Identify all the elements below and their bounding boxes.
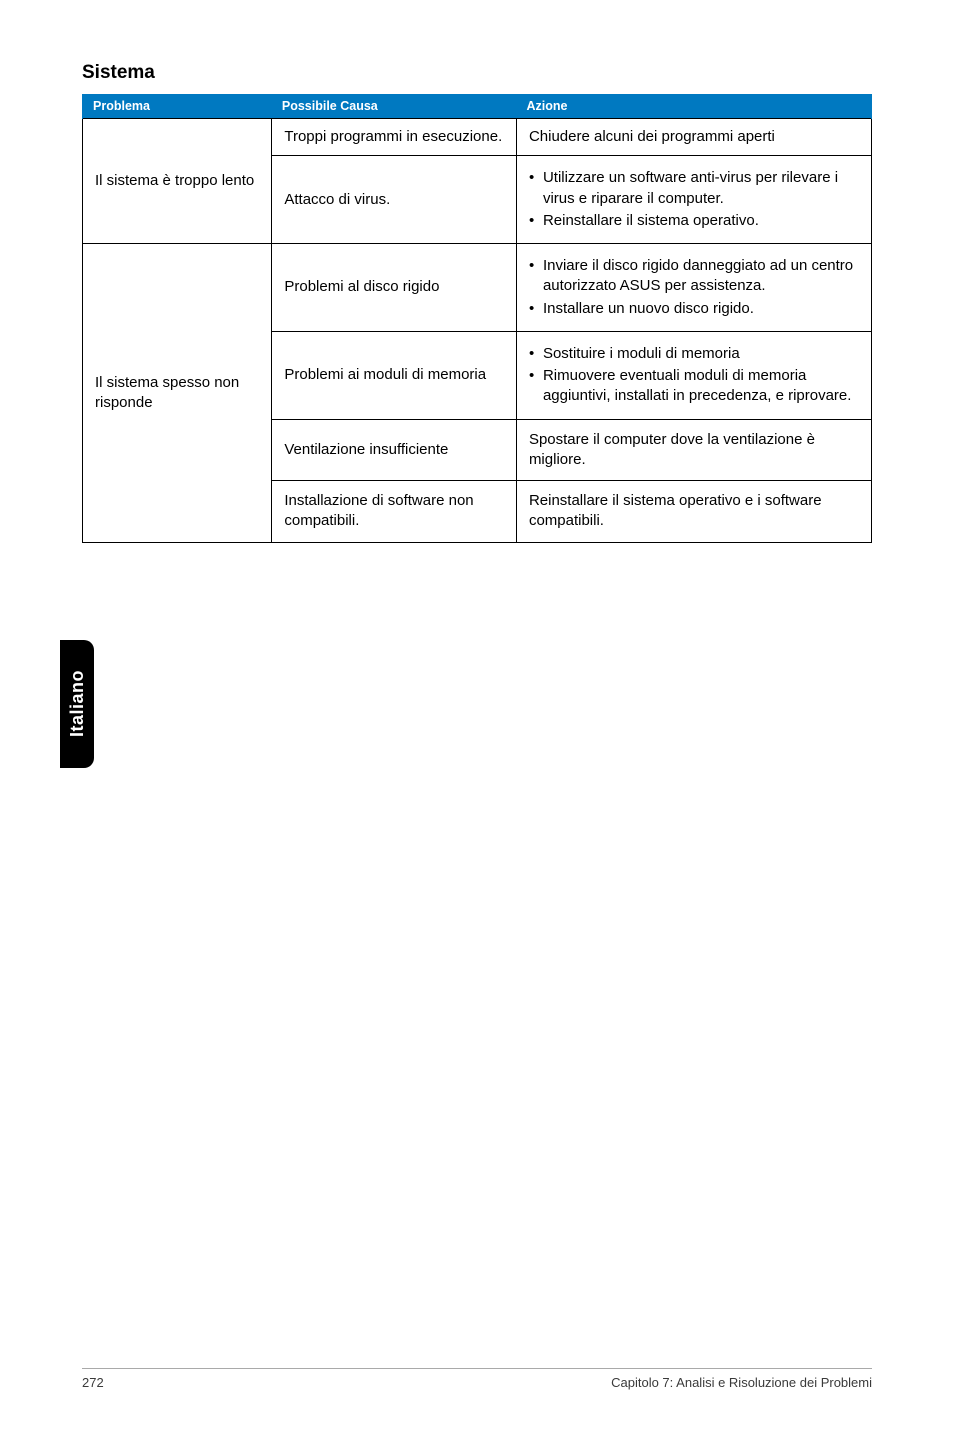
header-azione: Azione	[516, 94, 871, 119]
header-causa: Possibile Causa	[272, 94, 517, 119]
table-row: Il sistema è troppo lento Troppi program…	[83, 119, 872, 156]
cell-causa: Problemi al disco rigido	[272, 244, 517, 332]
page-footer: 272 Capitolo 7: Analisi e Risoluzione de…	[82, 1368, 872, 1390]
troubleshooting-table: Problema Possibile Causa Azione Il siste…	[82, 94, 872, 543]
cell-causa: Troppi programmi in esecuzione.	[272, 119, 517, 156]
cell-azione: Reinstallare il sistema operativo e i so…	[516, 481, 871, 543]
action-item: Utilizzare un software anti-virus per ri…	[529, 168, 859, 209]
language-tab-label: Italiano	[67, 670, 88, 737]
cell-azione: Sostituire i moduli di memoria Rimuovere…	[516, 331, 871, 419]
language-tab: Italiano	[60, 640, 94, 768]
page-number: 272	[82, 1375, 104, 1390]
action-item: Sostituire i moduli di memoria	[529, 344, 859, 364]
cell-causa: Ventilazione insufficiente	[272, 419, 517, 481]
cell-problema: Il sistema è troppo lento	[83, 119, 272, 244]
action-item: Installare un nuovo disco rigido.	[529, 299, 859, 319]
cell-azione: Inviare il disco rigido danneggiato ad u…	[516, 244, 871, 332]
action-item: Rimuovere eventuali moduli di memoria ag…	[529, 366, 859, 407]
cell-causa: Installazione di software non compatibil…	[272, 481, 517, 543]
header-problema: Problema	[83, 94, 272, 119]
cell-causa: Attacco di virus.	[272, 156, 517, 244]
action-item: Reinstallare il sistema operativo.	[529, 211, 859, 231]
cell-problema: Il sistema spesso non risponde	[83, 244, 272, 543]
table-header-row: Problema Possibile Causa Azione	[83, 94, 872, 119]
cell-azione: Utilizzare un software anti-virus per ri…	[516, 156, 871, 244]
chapter-label: Capitolo 7: Analisi e Risoluzione dei Pr…	[611, 1375, 872, 1390]
table-row: Il sistema spesso non risponde Problemi …	[83, 244, 872, 332]
section-title: Sistema	[82, 62, 872, 84]
cell-azione: Chiudere alcuni dei programmi aperti	[516, 119, 871, 156]
cell-causa: Problemi ai moduli di memoria	[272, 331, 517, 419]
action-item: Inviare il disco rigido danneggiato ad u…	[529, 256, 859, 297]
cell-azione: Spostare il computer dove la ventilazion…	[516, 419, 871, 481]
